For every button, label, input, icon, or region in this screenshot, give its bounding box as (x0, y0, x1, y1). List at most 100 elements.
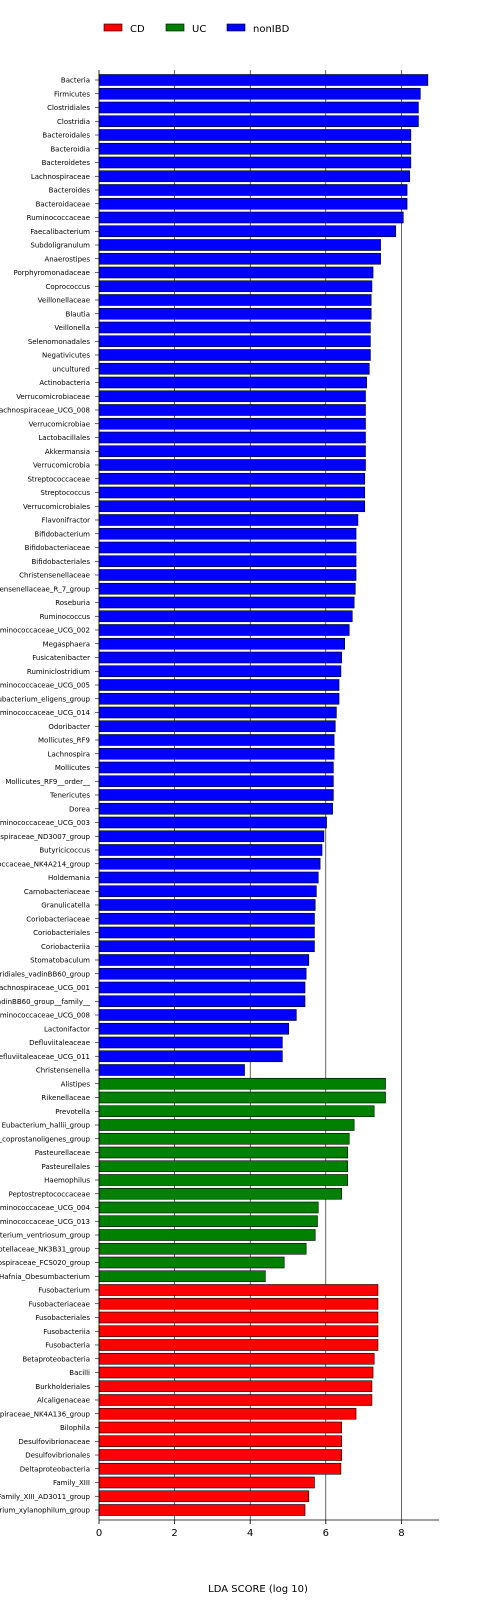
bar-Ruminococcaceae_UCG_002 (98, 624, 350, 636)
y-tick-label: Fusobacteria (45, 1342, 90, 1350)
bar-Granulicatella (98, 899, 316, 911)
y-tick-label: Lactonifactor (44, 1025, 90, 1033)
y-tick-label: vadinBB60_group__family__ (0, 998, 90, 1006)
bar-Christensenellaceae (98, 569, 357, 581)
y-tick-label: Ruminococcus (40, 613, 91, 621)
bar-Dorea (98, 802, 333, 815)
bar-Eubacterium_coprostanoligenes_group (98, 1132, 350, 1145)
x-tick-label-6: 6 (323, 1528, 329, 1539)
y-tick-label: Eubacterium_coprostanoligenes_group (0, 1135, 91, 1143)
x-ticks: 0 2 4 6 8 (96, 1520, 405, 1539)
y-tick-label: Subdoligranulum (30, 242, 90, 250)
y-tick-label: Streptococcus (40, 489, 90, 497)
y-tick-label: Megasphaera (43, 640, 90, 648)
bar-Pasteurellaceae (98, 1146, 349, 1159)
bar-Actinobacteria (98, 376, 367, 389)
y-tick-label: Ruminococcaceae_UCG_005 (0, 682, 90, 690)
y-tick-label: Eubacterium_hallii_group (2, 1122, 91, 1130)
bar-Ruminococcaceae_UCG_004 (98, 1201, 319, 1214)
y-tick-label: Eubacterium_ventriosum_group (0, 1232, 91, 1240)
y-tick-label: Butyricicoccus (39, 847, 90, 855)
bar-Bacteroidetes (98, 156, 412, 169)
y-tick-label: Actinobacteria (39, 379, 90, 387)
bar-Bacteria (98, 74, 429, 86)
y-tick-label: Pasteurellaceae (35, 1149, 90, 1157)
bar-Flavonifractor (98, 514, 359, 526)
y-tick-label: Lachnospiraceae_ND3007_group (0, 833, 91, 841)
y-tick-label: Bilophila (60, 1424, 90, 1432)
bar-Eubacterium_xylanophilum_group (98, 1504, 306, 1516)
bar-Bilophila (98, 1421, 342, 1434)
y-tick-label: Ruminiclostridium (27, 668, 90, 676)
bar-Blautia (98, 307, 372, 320)
bar-Defluviitaleaceae (98, 1036, 283, 1049)
y-tick-label: Fusobacteriales (35, 1314, 90, 1322)
y-tick-label: Mollicutes (55, 764, 90, 772)
bar-Coriobacteriia (98, 940, 315, 953)
legend-swatch-cd (103, 23, 123, 32)
bar-Desulfovibrionaceae (98, 1435, 342, 1448)
y-tick-labels: Bacteria Firmicutes Clostridiales Clostridi… (0, 77, 99, 1515)
bar-Verrucomicrobiales (98, 500, 366, 513)
y-tick-label: Bacteroidaceae (36, 200, 90, 208)
bar-Ruminococcaceae_UCG_013 (98, 1215, 318, 1228)
bar-Defluviitaleaceae_UCG_011 (98, 1050, 283, 1063)
y-tick-label: Ruminococcaceae_UCG_002 (0, 627, 90, 635)
y-tick-label: Bacteroidales (42, 132, 90, 140)
y-tick-label: Ruminococcaceae_UCG_014 (0, 709, 91, 717)
y-tick-label: Clostridiales_vadinBB60_group (0, 970, 91, 978)
y-tick-label: Mollicutes_RF9 (38, 737, 90, 745)
legend-swatch-nonibd (226, 23, 246, 32)
bar-Fusobacteriales (98, 1311, 379, 1324)
y-tick-label: Coriobacteriaceae (26, 915, 90, 923)
y-tick-label: Mollicutes_RF9__order__ (5, 778, 90, 786)
y-tick-label: Coriobacteriia (41, 943, 90, 951)
x-tick-label-4: 4 (247, 1528, 253, 1539)
y-tick-label: Firmicutes (54, 90, 90, 98)
y-tick-label: Eubacterium_eligens_group (0, 695, 91, 703)
y-tick-label: Burkholderiales (35, 1383, 90, 1391)
bar-Porphyromonadaceae (98, 266, 374, 279)
bar-Eubacterium_ventriosum_group (98, 1229, 316, 1241)
y-tick-label: Bacteroidia (50, 145, 90, 153)
bar-Hafnia_Obesumbacterium (98, 1270, 266, 1283)
y-tick-label: Lactobacillales (38, 434, 90, 442)
y-tick-label: Defluviitaleaceae_UCG_011 (0, 1053, 90, 1061)
bar-Bacteroidales (98, 129, 412, 141)
y-tick-label: Prevotellaceae_NK3B31_group (0, 1245, 91, 1253)
bar-Lachnospira (98, 747, 335, 760)
y-tick-label: Bacteroidetes (42, 159, 91, 167)
bar-Family_XIII (98, 1476, 315, 1489)
bar-Ruminococcaceae_UCG_014 (98, 706, 337, 719)
bar-uncultured (98, 362, 370, 375)
legend-label-cd: CD (130, 24, 145, 35)
bars (98, 74, 429, 1516)
bar-Faecalibacterium (98, 225, 397, 238)
bar-Streptococcus (98, 486, 366, 499)
bar-Ruminococcus (98, 610, 353, 623)
bar-Lachnospiraceae_UCG_001 (98, 981, 306, 994)
bar-Mollicutes_RF9__order__ (98, 775, 334, 788)
y-tick-label: Ruminococcaceae_UCG_004 (0, 1204, 91, 1212)
y-tick-label: Alcaligenaceae (37, 1397, 90, 1405)
legend: CD UC nonIBD (103, 23, 290, 35)
y-tick-label: Verrucomicrobiaceae (16, 393, 90, 401)
x-tick-label-8: 8 (398, 1528, 404, 1539)
y-tick-label: Granulicatella (41, 902, 90, 910)
y-tick-label: Peptostreptococcaceae (8, 1190, 90, 1198)
bar-Bacteroidia (98, 142, 412, 155)
y-tick-label: Tenericutes (49, 792, 90, 800)
y-tick-label: Blautia (66, 310, 90, 318)
bar-Bifidobacteriaceae (98, 541, 357, 554)
bar-Coprococcus (98, 280, 373, 293)
bar-Betaproteobacteria (98, 1352, 375, 1365)
bar-Veillonella (98, 321, 371, 334)
bar-Holdemania (98, 871, 319, 884)
y-tick-label: Eubacterium_xylanophilum_group (0, 1507, 91, 1515)
bar-Mollicutes (98, 761, 334, 774)
x-tick-label-0: 0 (96, 1528, 102, 1539)
bar-Ruminococcaceae_NK4A214_group (98, 857, 321, 870)
bar-Deltaproteobacteria (98, 1462, 342, 1475)
y-tick-label: Ruminococcaceae_UCG_003 (0, 819, 90, 827)
